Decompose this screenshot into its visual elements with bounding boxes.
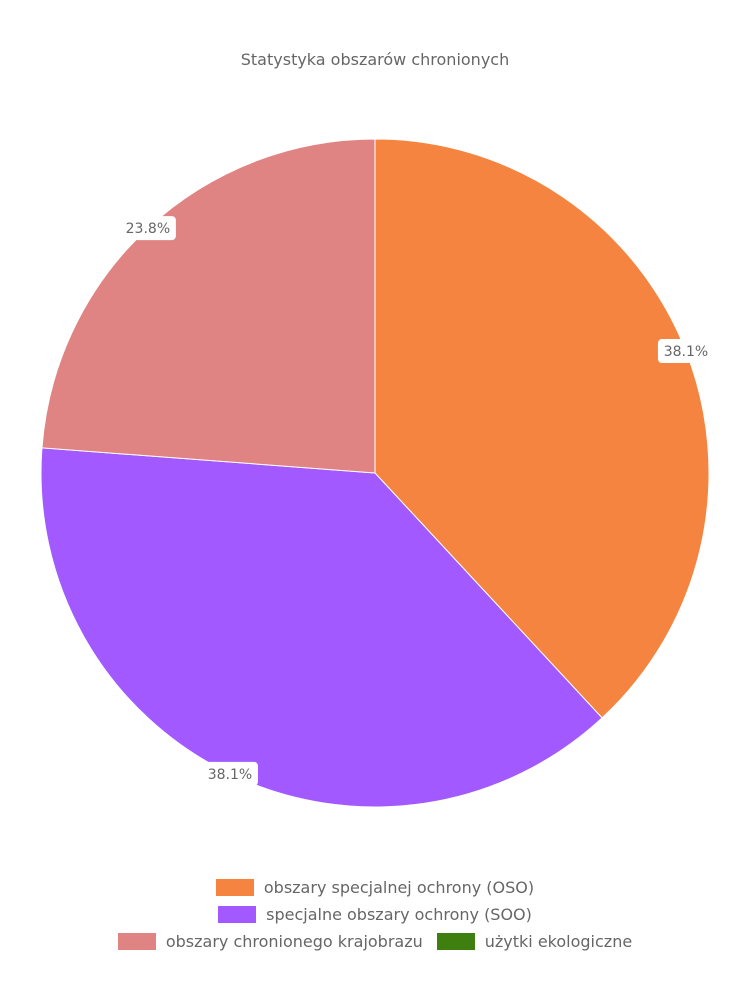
legend-item-ock[interactable]: obszary chronionego krajobrazu	[117, 928, 423, 955]
data-label-bg	[201, 761, 258, 786]
data-label-bg	[119, 216, 176, 241]
legend-label: specjalne obszary ochrony (SOO)	[266, 905, 532, 924]
data-label-text: 23.8%	[126, 221, 170, 237]
data-label-1: 38.1%	[201, 761, 258, 786]
legend-swatch	[117, 933, 156, 950]
legend-label: obszary specjalnej ochrony (OSO)	[263, 878, 535, 897]
data-label-text: 38.1%	[208, 767, 252, 783]
legend-label: obszary chronionego krajobrazu	[165, 932, 423, 951]
pie-slice-2[interactable]	[41, 138, 376, 474]
legend-swatch	[436, 933, 475, 950]
data-label-0: 38.1%	[657, 339, 714, 364]
legend-swatch	[218, 906, 257, 923]
legend-swatch	[215, 879, 254, 896]
legend-item-soo[interactable]: specjalne obszary ochrony (SOO)	[218, 901, 532, 928]
legend: obszary specjalnej ochrony (OSO) specjal…	[0, 874, 750, 955]
legend-item-uzytki[interactable]: użytki ekologiczne	[436, 928, 633, 955]
chart-title: Statystyka obszarów chronionych	[240, 50, 510, 69]
legend-item-oso[interactable]: obszary specjalnej ochrony (OSO)	[215, 874, 535, 901]
legend-label: użytki ekologiczne	[484, 932, 633, 951]
data-label-text: 38.1%	[664, 344, 708, 360]
data-label-bg	[657, 339, 714, 364]
data-label-2: 23.8%	[119, 216, 176, 241]
